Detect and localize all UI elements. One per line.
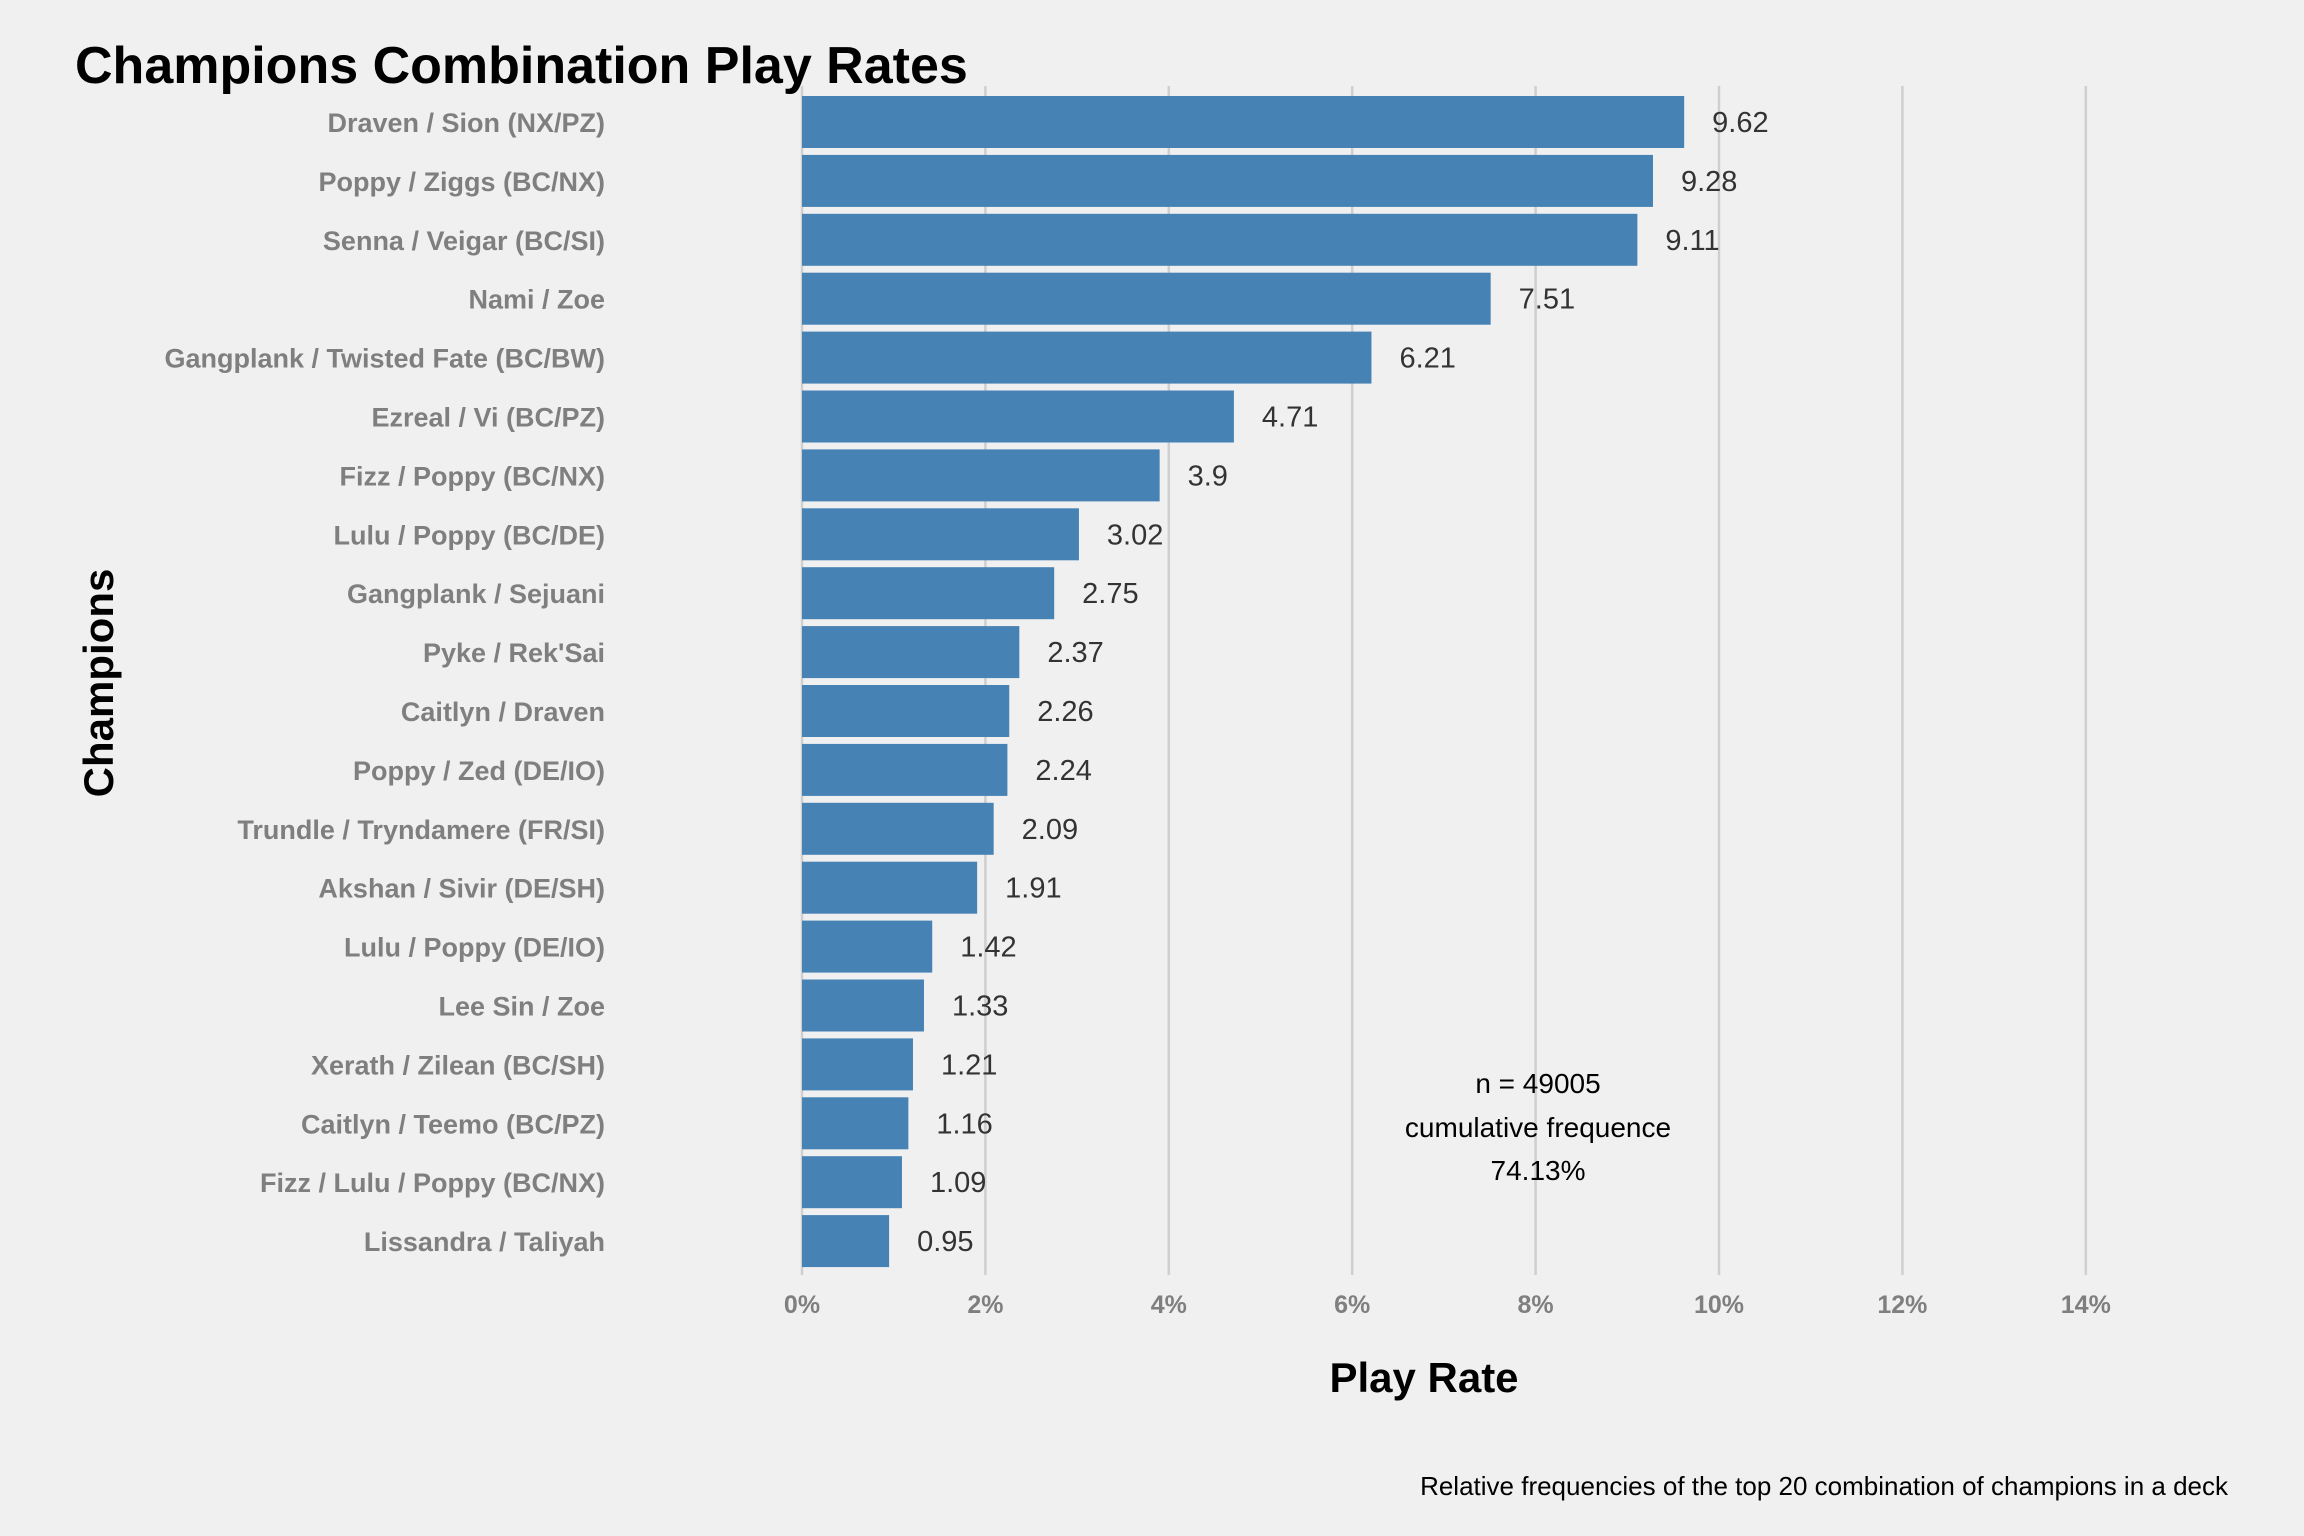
chart-caption: Relative frequencies of the top 20 combi…: [1420, 1471, 2229, 1501]
category-label: Fizz / Lulu / Poppy (BC/NX): [260, 1168, 605, 1198]
bar-value-label: 2.75: [1082, 578, 1138, 610]
category-label: Trundle / Tryndamere (FR/SI): [237, 815, 605, 845]
category-label: Gangplank / Twisted Fate (BC/BW): [164, 344, 605, 374]
category-label: Lulu / Poppy (BC/DE): [334, 520, 605, 550]
bar: [802, 154, 1653, 207]
bar: [802, 1156, 902, 1209]
bar: [802, 449, 1160, 502]
y-axis-title: Champions: [75, 569, 122, 798]
category-label: Lissandra / Taliyah: [364, 1227, 605, 1257]
bar-value-label: 1.42: [960, 932, 1016, 964]
category-label: Poppy / Zed (DE/IO): [353, 756, 605, 786]
bar: [802, 979, 924, 1032]
bar-value-label: 1.16: [936, 1108, 992, 1140]
bar-value-label: 1.91: [1005, 873, 1061, 905]
bar-value-label: 4.71: [1262, 402, 1318, 434]
category-label: Nami / Zoe: [468, 285, 605, 315]
bar-value-label: 2.24: [1035, 755, 1091, 787]
category-label: Fizz / Poppy (BC/NX): [340, 461, 606, 491]
bar: [802, 685, 1010, 737]
bar-value-label: 2.26: [1037, 696, 1093, 728]
bar: [802, 390, 1234, 443]
x-tick-label: 2%: [967, 1291, 1003, 1319]
bar: [802, 802, 994, 855]
bar: [802, 626, 1020, 679]
x-tick-label: 4%: [1151, 1291, 1187, 1319]
bar-value-label: 9.62: [1712, 107, 1768, 139]
bar-value-label: 1.33: [952, 991, 1008, 1023]
category-label: Gangplank / Sejuani: [347, 579, 605, 609]
x-tick-label: 0%: [784, 1291, 820, 1319]
x-tick-label: 12%: [1877, 1291, 1927, 1319]
bar: [802, 213, 1638, 266]
annotation-cumulative-value: 74.13%: [1491, 1155, 1586, 1186]
bar-value-label: 9.28: [1681, 166, 1737, 198]
bar: [802, 96, 1685, 148]
annotation-cumulative-label: cumulative frequence: [1405, 1112, 1671, 1143]
bar: [802, 861, 978, 914]
bar-value-label: 7.51: [1519, 284, 1575, 316]
category-label: Ezreal / Vi (BC/PZ): [371, 403, 605, 433]
category-label: Akshan / Sivir (DE/SH): [318, 874, 605, 904]
bar: [802, 567, 1055, 620]
category-label: Poppy / Ziggs (BC/NX): [319, 167, 606, 197]
bar-value-label: 6.21: [1399, 343, 1455, 375]
category-label: Senna / Veigar (BC/SI): [323, 226, 605, 256]
category-label: Draven / Sion (NX/PZ): [327, 108, 605, 138]
x-tick-label: 8%: [1518, 1291, 1554, 1319]
bar-value-label: 0.95: [917, 1226, 973, 1258]
bar-value-label: 9.11: [1665, 225, 1719, 257]
bar-value-label: 2.37: [1047, 637, 1103, 669]
bar: [802, 331, 1372, 384]
x-tick-label: 14%: [2061, 1291, 2111, 1319]
chart-title: Champions Combination Play Rates: [75, 37, 968, 95]
value-labels: 9.62 9.28 9.11 7.51 6.21 4.71 3.9 3.02 2.75 2.37 2…: [917, 107, 1768, 1258]
x-tick-labels: 0% 2% 4% 6% 8% 10% 12% 14%: [784, 1291, 2111, 1319]
bar: [802, 743, 1008, 796]
bar-value-label: 1.21: [941, 1049, 997, 1081]
annotation-sample-size: n = 49005: [1475, 1068, 1600, 1099]
x-tick-label: 6%: [1334, 1291, 1370, 1319]
category-label: Lee Sin / Zoe: [438, 992, 605, 1022]
x-tick-label: 10%: [1694, 1291, 1744, 1319]
bar-value-label: 1.09: [930, 1167, 986, 1199]
bar: [802, 508, 1079, 561]
bars: [802, 96, 1685, 1268]
bar: [802, 1215, 890, 1268]
bar-value-label: 3.02: [1107, 519, 1163, 551]
category-labels: Draven / Sion (NX/PZ) Poppy / Ziggs (BC/N…: [164, 108, 605, 1257]
bar-value-label: 2.09: [1022, 814, 1078, 846]
bar: [802, 1038, 913, 1091]
category-label: Xerath / Zilean (BC/SH): [311, 1050, 605, 1080]
category-label: Pyke / Rek'Sai: [423, 638, 605, 668]
bar: [802, 920, 933, 973]
category-label: Caitlyn / Draven: [401, 697, 605, 727]
x-axis-title: Play Rate: [1329, 1354, 1518, 1401]
bar: [802, 272, 1491, 325]
bar-value-label: 3.9: [1188, 460, 1228, 492]
bar: [802, 1097, 909, 1150]
category-label: Lulu / Poppy (DE/IO): [344, 933, 605, 963]
category-label: Caitlyn / Teemo (BC/PZ): [301, 1109, 605, 1139]
